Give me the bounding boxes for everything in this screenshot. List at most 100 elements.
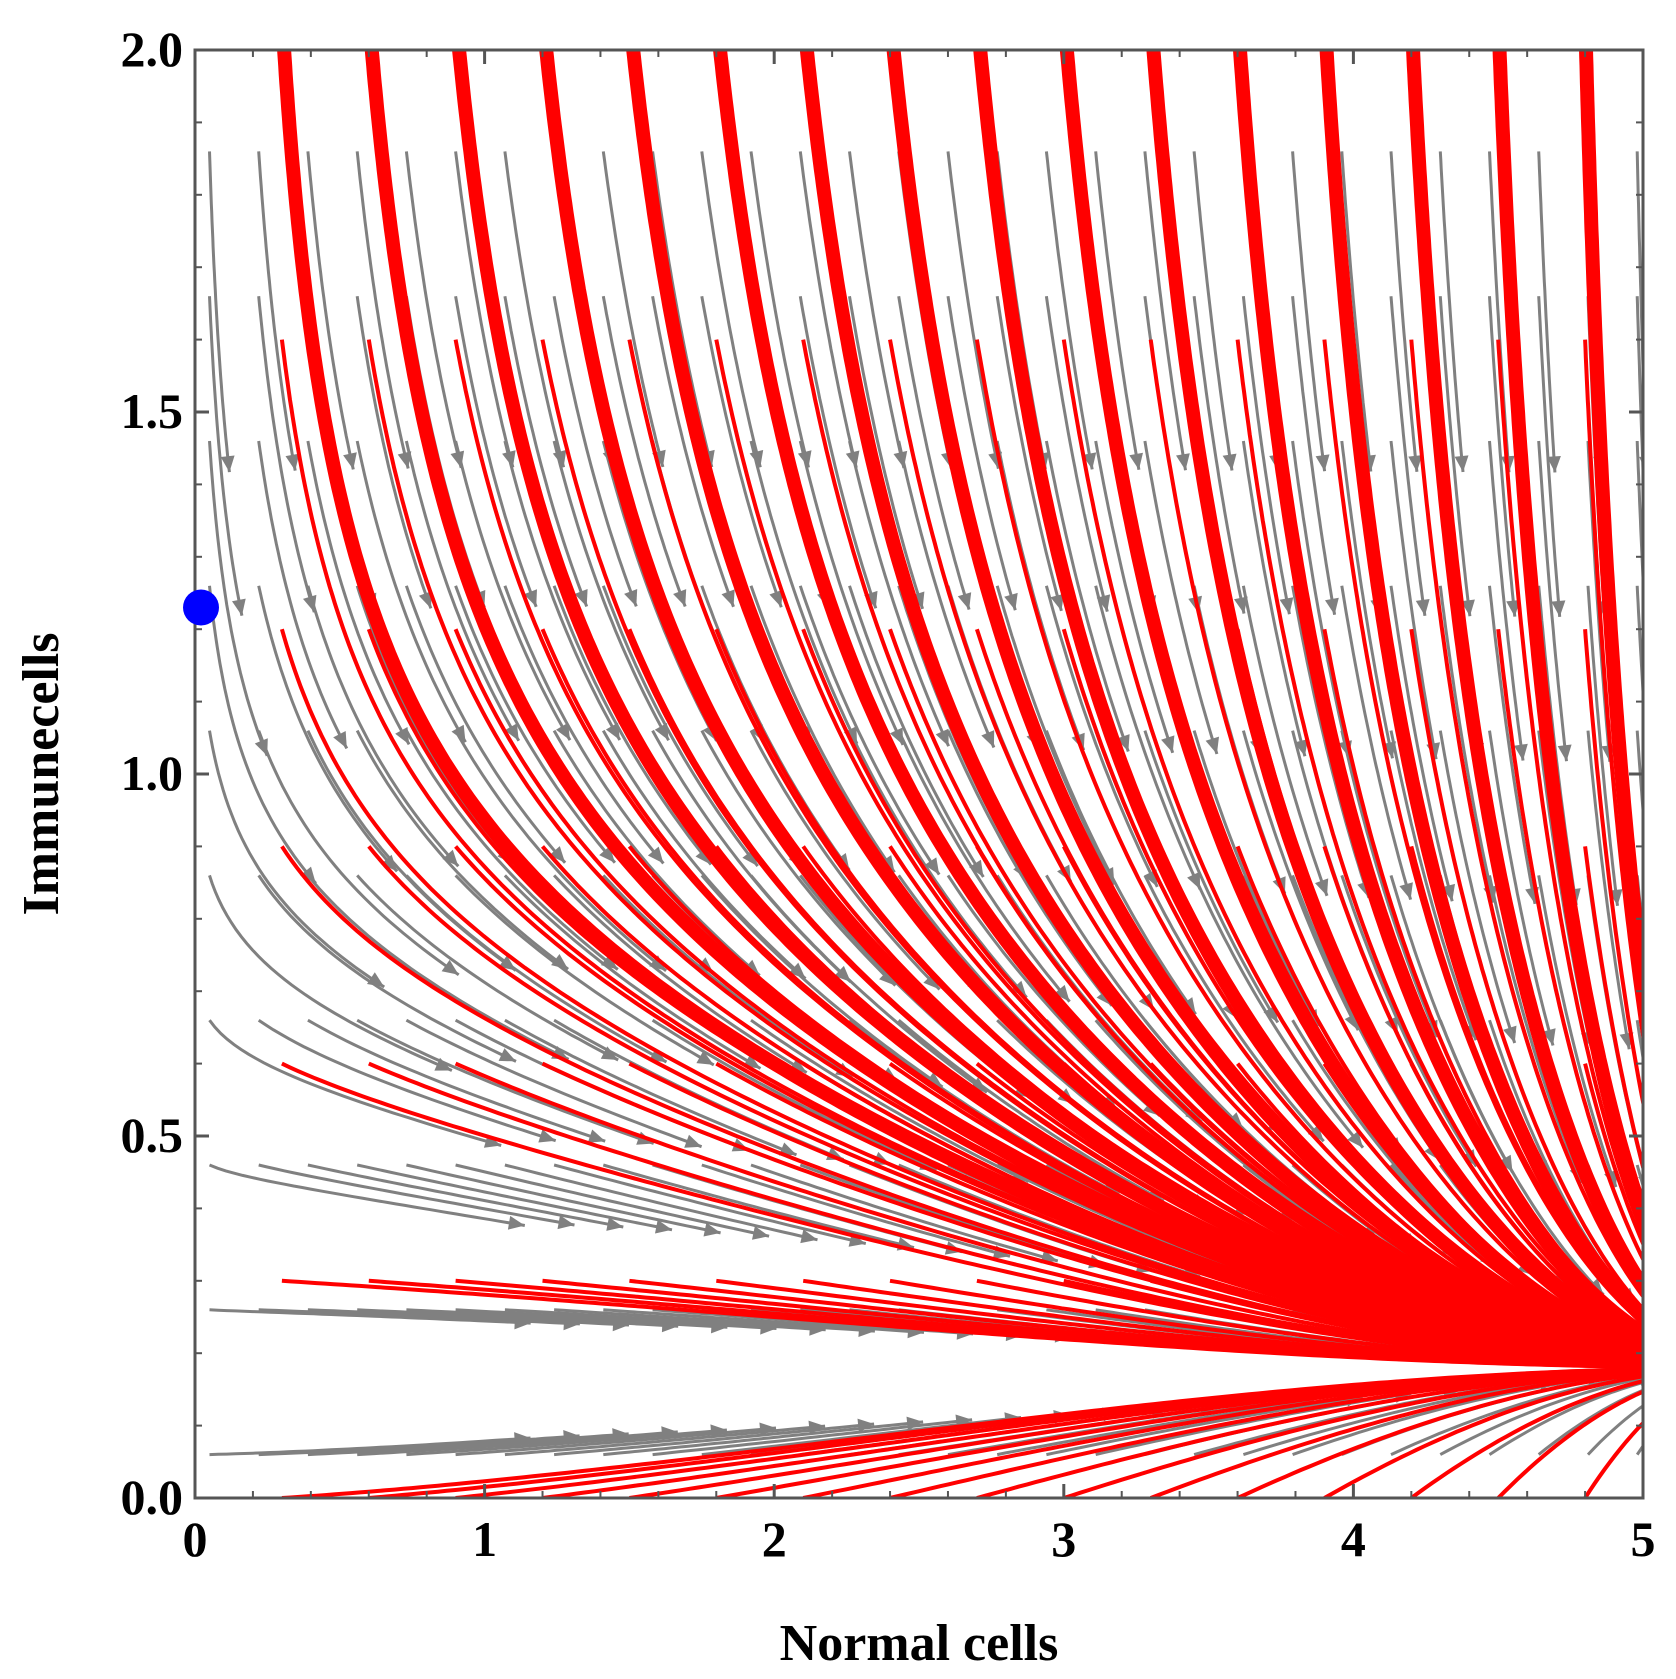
- field-arrowhead-98: [721, 589, 735, 607]
- field-streamline-99: [651, 151, 714, 468]
- field-arrowhead-278: [1551, 600, 1566, 617]
- trajectory-98: [1492, 50, 1643, 1237]
- field-arrowhead-136: [969, 859, 984, 877]
- field-streamline-129: [798, 151, 858, 469]
- field-streamline-98: [651, 295, 735, 608]
- trajectory-69: [1063, 1369, 1643, 1498]
- field-streamline-208: [1192, 296, 1246, 614]
- field-arrowhead-22: [606, 1217, 624, 1231]
- trajectory-104: [1496, 1389, 1643, 1498]
- field-streamline-159: [946, 151, 1000, 470]
- field-streamline-102: [701, 1163, 1011, 1258]
- field-arrowhead-209: [1222, 453, 1237, 471]
- field-streamline-126: [798, 585, 941, 876]
- field-arrowhead-158: [1004, 592, 1018, 611]
- trajectory-89: [1323, 1278, 1643, 1365]
- field-arrowhead-52: [752, 1226, 770, 1240]
- trajectory-67: [1062, 1062, 1643, 1363]
- trajectory-73: [1148, 845, 1643, 1355]
- field-streamline-296: [1635, 585, 1643, 716]
- field-streamline-286: [1586, 585, 1619, 906]
- field-streamline-258: [1438, 296, 1472, 617]
- field-arrowhead-43: [684, 1134, 702, 1148]
- field-arrowhead-259: [1454, 455, 1469, 472]
- field-streamline-85: [601, 729, 807, 980]
- field-streamline-137: [848, 440, 950, 747]
- field-streamline-128: [798, 295, 878, 609]
- field-streamline-117: [749, 440, 859, 745]
- field-streamline-136: [848, 585, 985, 878]
- field-streamline-77: [552, 440, 670, 742]
- field-streamline-209: [1192, 151, 1234, 471]
- field-arrowhead-9: [220, 455, 235, 473]
- field-streamline-27: [306, 440, 411, 746]
- field-arrowhead-62: [800, 1229, 818, 1244]
- field-streamline-297: [1635, 440, 1643, 609]
- trajectory-76: [1149, 1370, 1643, 1498]
- field-streamline-68: [503, 295, 589, 608]
- field-arrowhead-145: [1054, 984, 1070, 1002]
- field-arrowhead-148: [957, 592, 972, 610]
- field-streamline-33: [356, 1018, 655, 1145]
- field-arrowhead-57: [556, 722, 570, 741]
- field-streamline-5: [208, 730, 386, 989]
- field-arrowhead-197: [1205, 736, 1219, 754]
- field-streamline-63: [504, 1018, 798, 1157]
- field-streamline-290: [1635, 1443, 1643, 1456]
- field-streamline-189: [1094, 151, 1141, 471]
- field-streamline-2: [208, 1163, 526, 1227]
- trajectory-82: [1236, 1278, 1643, 1366]
- field-streamline-70: [553, 1422, 875, 1457]
- x-tick-label-0: 0: [183, 1511, 208, 1567]
- field-streamline-195: [1143, 730, 1280, 1024]
- trajectory-32: [628, 1061, 1643, 1367]
- trajectory-92: [1409, 339, 1643, 1300]
- field-streamline-239: [1340, 151, 1373, 472]
- field-streamline-61: [504, 1308, 826, 1332]
- field-streamline-267: [1488, 440, 1525, 761]
- trajectory-107: [1583, 629, 1643, 1113]
- field-streamline-8: [208, 296, 244, 616]
- field-streamline-127: [798, 440, 905, 746]
- trajectory-101: [1496, 846, 1643, 1288]
- field-arrowhead-8: [232, 598, 246, 616]
- field-streamline-245: [1389, 730, 1478, 1041]
- field-streamline-44: [405, 874, 668, 1064]
- field-arrowhead-277: [1557, 744, 1572, 762]
- field-arrowhead-2: [507, 1215, 525, 1230]
- field-streamline-54: [454, 874, 715, 1067]
- field-streamline-139: [848, 151, 906, 469]
- field-streamline-14: [257, 874, 517, 1063]
- field-arrowhead-14: [498, 1048, 516, 1062]
- field-streamline-194: [1143, 874, 1325, 1143]
- x-tick-label-3: 3: [1051, 1511, 1076, 1567]
- field-streamline-268: [1488, 296, 1517, 617]
- field-arrowhead-32: [655, 1219, 672, 1234]
- field-streamline-57: [454, 440, 572, 741]
- field-streamline-35: [355, 729, 569, 971]
- field-arrowhead-216: [1315, 878, 1329, 896]
- field-streamline-82: [602, 1163, 915, 1250]
- field-arrowhead-137: [935, 728, 949, 747]
- field-arrowhead-38: [418, 591, 432, 609]
- trajectory-108: [1583, 846, 1643, 1175]
- trajectory-57: [974, 339, 1643, 1357]
- field-streamline-9: [208, 151, 231, 473]
- field-streamline-59: [454, 151, 515, 468]
- field-streamline-43: [405, 1018, 703, 1149]
- field-streamline-158: [946, 295, 1017, 611]
- trajectory-110: [1583, 1279, 1643, 1334]
- trajectory-103: [1497, 1279, 1643, 1355]
- field-streamline-71: [554, 1308, 876, 1333]
- trajectory-84: [1319, 50, 1643, 1327]
- field-streamline-19: [257, 151, 297, 471]
- field-streamline-20: [307, 1432, 629, 1457]
- field-arrowhead-13: [538, 1129, 556, 1143]
- field-arrowhead-177: [1116, 734, 1130, 752]
- field-streamline-292: [1635, 1164, 1643, 1191]
- field-streamline-116: [749, 585, 896, 874]
- x-tick-label-1: 1: [472, 1511, 497, 1567]
- field-streamline-90: [652, 1418, 973, 1457]
- field-streamline-145: [897, 729, 1071, 1003]
